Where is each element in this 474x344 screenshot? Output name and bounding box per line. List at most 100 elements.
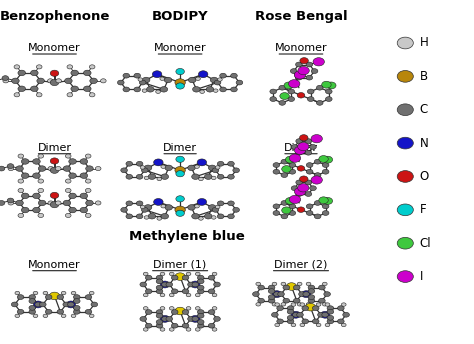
- Circle shape: [71, 291, 76, 295]
- Circle shape: [208, 323, 215, 328]
- Circle shape: [172, 275, 178, 280]
- Circle shape: [176, 156, 184, 162]
- Circle shape: [206, 87, 214, 92]
- Circle shape: [199, 217, 203, 220]
- Circle shape: [228, 174, 234, 179]
- Circle shape: [33, 173, 40, 179]
- Circle shape: [73, 299, 80, 303]
- Circle shape: [322, 81, 331, 88]
- Circle shape: [57, 309, 64, 314]
- Circle shape: [297, 303, 302, 306]
- Circle shape: [282, 165, 291, 172]
- Circle shape: [0, 166, 5, 171]
- Circle shape: [14, 93, 20, 97]
- Circle shape: [191, 214, 199, 219]
- Circle shape: [188, 165, 195, 171]
- Circle shape: [204, 174, 212, 180]
- Circle shape: [141, 207, 148, 212]
- Circle shape: [272, 291, 282, 298]
- Circle shape: [169, 272, 174, 276]
- Circle shape: [296, 180, 302, 185]
- Circle shape: [268, 289, 275, 293]
- Circle shape: [327, 306, 334, 311]
- Circle shape: [141, 168, 148, 173]
- Circle shape: [85, 154, 91, 158]
- Circle shape: [144, 216, 149, 219]
- Circle shape: [308, 285, 315, 290]
- Circle shape: [310, 144, 316, 149]
- Circle shape: [50, 167, 59, 173]
- Circle shape: [86, 166, 93, 171]
- Circle shape: [195, 307, 200, 310]
- Circle shape: [217, 214, 224, 219]
- Circle shape: [214, 316, 220, 321]
- Circle shape: [30, 86, 38, 92]
- Circle shape: [43, 291, 48, 295]
- Circle shape: [65, 179, 71, 183]
- Circle shape: [175, 166, 185, 174]
- Circle shape: [166, 282, 173, 287]
- Circle shape: [69, 207, 76, 213]
- Circle shape: [211, 216, 216, 219]
- Circle shape: [161, 174, 169, 180]
- Circle shape: [273, 169, 280, 174]
- Circle shape: [18, 86, 26, 92]
- Circle shape: [61, 314, 66, 318]
- Circle shape: [160, 328, 165, 331]
- Circle shape: [317, 100, 323, 105]
- Circle shape: [228, 161, 234, 166]
- Circle shape: [66, 301, 76, 308]
- Circle shape: [324, 292, 330, 297]
- Circle shape: [199, 177, 203, 181]
- Circle shape: [281, 201, 288, 205]
- Circle shape: [327, 315, 334, 320]
- Circle shape: [236, 80, 243, 85]
- Circle shape: [289, 195, 301, 204]
- Circle shape: [186, 272, 191, 276]
- Circle shape: [286, 283, 297, 290]
- Circle shape: [273, 292, 280, 297]
- Circle shape: [277, 319, 283, 324]
- Circle shape: [172, 289, 178, 294]
- Circle shape: [85, 295, 92, 300]
- Circle shape: [144, 165, 152, 171]
- Circle shape: [322, 163, 329, 168]
- Text: I: I: [419, 270, 423, 283]
- Circle shape: [80, 159, 88, 164]
- Circle shape: [80, 173, 88, 179]
- Text: Methylene blue: Methylene blue: [129, 230, 245, 244]
- Text: Dimer (1): Dimer (1): [154, 260, 207, 270]
- Circle shape: [18, 70, 26, 76]
- Circle shape: [325, 323, 330, 327]
- Circle shape: [281, 282, 286, 286]
- Circle shape: [142, 77, 150, 83]
- Circle shape: [186, 307, 191, 310]
- Circle shape: [296, 150, 302, 155]
- Circle shape: [306, 163, 313, 168]
- Circle shape: [272, 282, 277, 286]
- Circle shape: [121, 207, 128, 212]
- Circle shape: [308, 89, 314, 94]
- Text: Monomer: Monomer: [28, 260, 81, 270]
- Circle shape: [142, 89, 147, 92]
- Circle shape: [217, 161, 224, 166]
- Circle shape: [310, 186, 316, 191]
- Circle shape: [397, 37, 413, 49]
- Circle shape: [343, 312, 349, 317]
- Circle shape: [169, 307, 174, 310]
- Circle shape: [199, 71, 208, 78]
- Circle shape: [287, 319, 294, 324]
- Circle shape: [256, 282, 261, 286]
- Circle shape: [47, 79, 53, 83]
- Circle shape: [21, 173, 29, 179]
- Circle shape: [302, 319, 309, 324]
- Circle shape: [143, 328, 148, 331]
- Circle shape: [15, 314, 20, 318]
- Circle shape: [311, 135, 322, 143]
- Circle shape: [306, 282, 311, 286]
- Circle shape: [258, 285, 264, 290]
- Circle shape: [296, 75, 302, 80]
- Circle shape: [281, 159, 288, 164]
- Circle shape: [182, 289, 189, 294]
- Circle shape: [156, 323, 163, 328]
